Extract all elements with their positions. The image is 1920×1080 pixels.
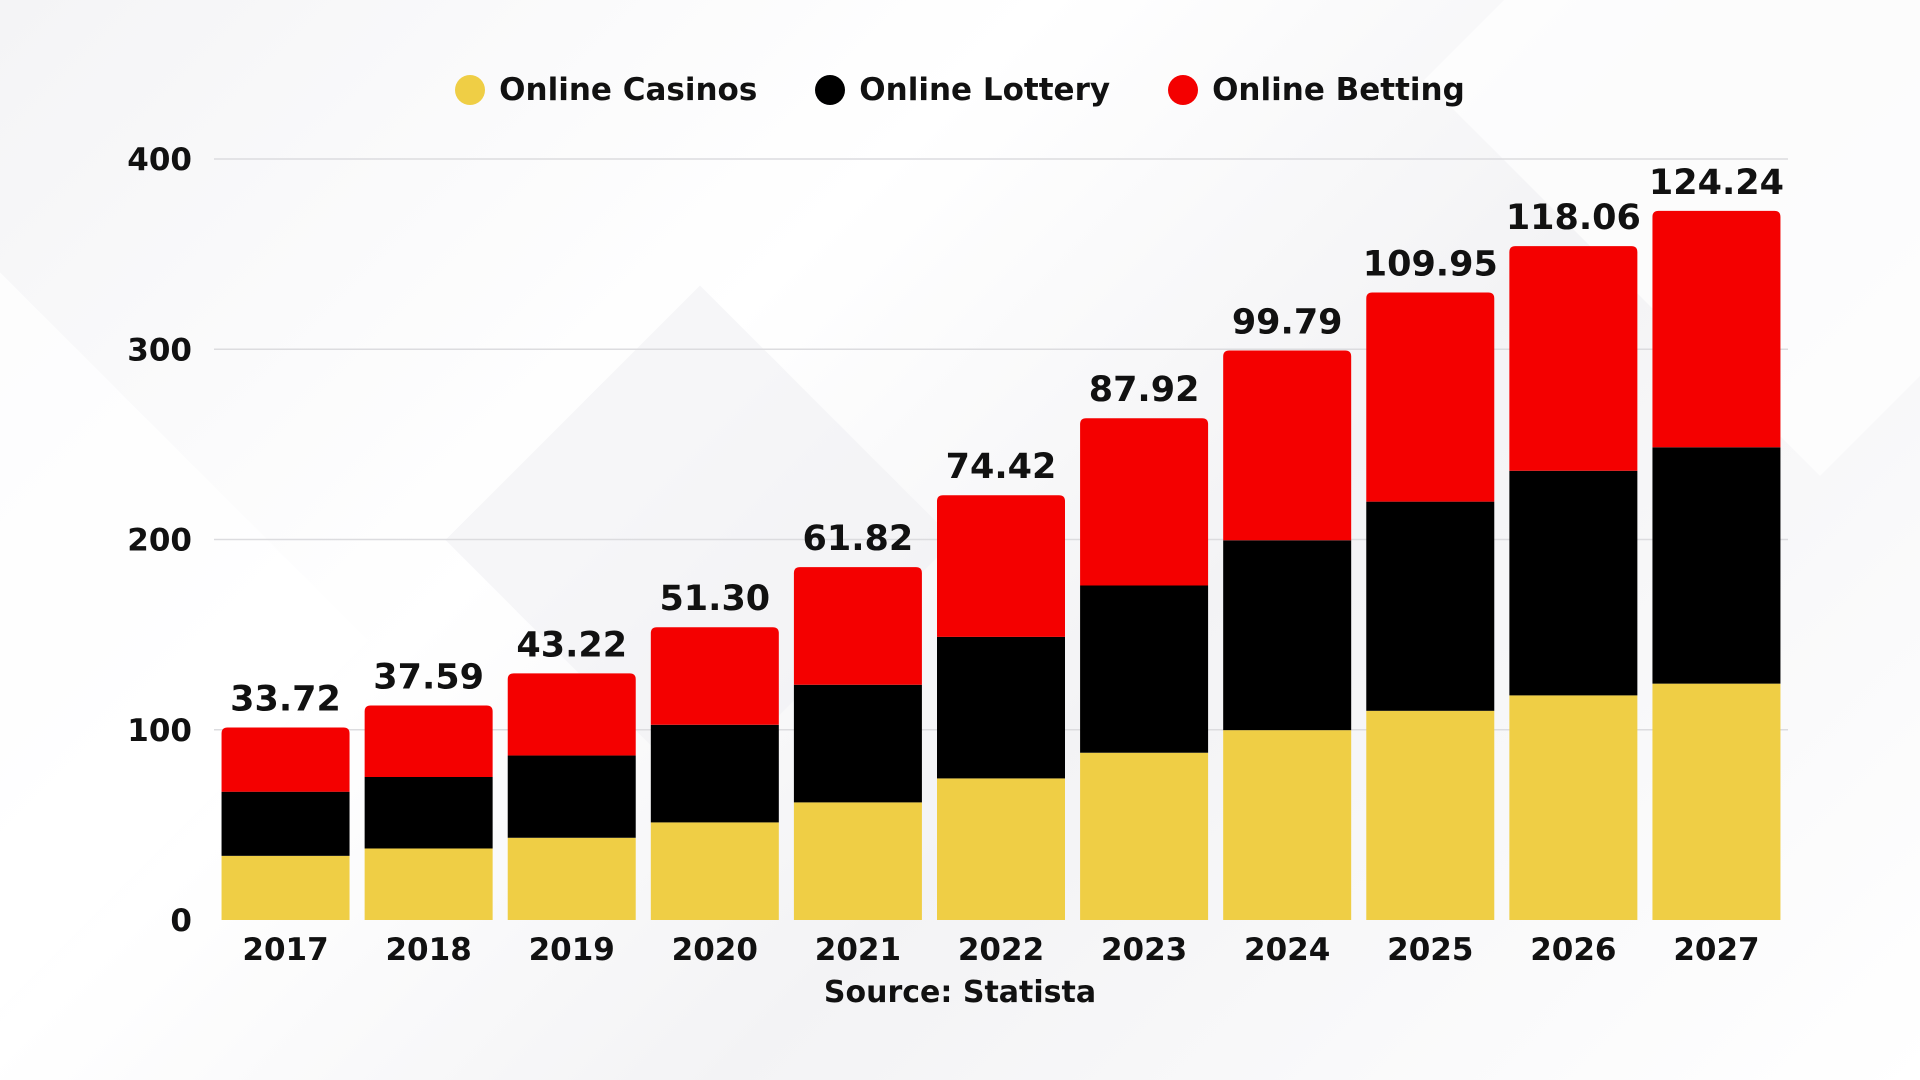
bar-segment-online-casinos: [507, 837, 636, 920]
bar-segment-online-lottery: [650, 724, 779, 823]
legend-item-online-betting: Online Betting: [1168, 72, 1465, 108]
bar-segment-online-betting: [937, 495, 1065, 637]
bar-segment-online-casinos: [937, 778, 1065, 920]
x-tick-label: 2025: [1387, 932, 1473, 968]
bar-segment-online-betting: [1652, 210, 1781, 448]
bar-segment-online-casinos: [1223, 730, 1352, 920]
data-label: 109.95: [1363, 244, 1498, 284]
legend-label: Online Betting: [1212, 72, 1465, 108]
bar-segment-online-lottery: [937, 636, 1065, 779]
data-label: 118.06: [1506, 198, 1641, 238]
y-axis-ticks: 0 100 200 300 400: [127, 142, 192, 939]
data-label: 124.24: [1649, 163, 1784, 203]
data-label: 51.30: [659, 579, 770, 619]
data-label: 74.42: [946, 447, 1057, 487]
data-label: 87.92: [1089, 370, 1200, 410]
legend: Online Casinos Online Lottery Online Bet…: [0, 72, 1920, 108]
bar-segment-online-betting: [1366, 292, 1495, 502]
bar-segment-online-betting: [650, 627, 779, 725]
x-tick-label: 2019: [529, 932, 615, 968]
bar-segment-online-casinos: [1652, 683, 1781, 920]
bar-segment-online-casinos: [1080, 752, 1209, 920]
x-tick-label: 2022: [958, 932, 1044, 968]
y-tick-label: 200: [127, 523, 192, 559]
x-tick-label: 2027: [1673, 932, 1759, 968]
y-tick-label: 300: [127, 332, 192, 368]
bar-segment-online-betting: [507, 673, 636, 756]
y-tick-label: 400: [127, 142, 192, 178]
bar-segment-online-betting: [793, 567, 922, 685]
x-tick-label: 2021: [815, 932, 901, 968]
x-tick-label: 2026: [1530, 932, 1616, 968]
data-label: 37.59: [373, 657, 484, 697]
legend-item-online-lottery: Online Lottery: [815, 72, 1110, 108]
legend-swatch-betting: [1168, 75, 1199, 105]
bar-segment-online-lottery: [507, 755, 636, 838]
legend-label: Online Casinos: [499, 72, 758, 108]
bar-segment-online-lottery: [1366, 501, 1495, 711]
bar-segment-online-lottery: [1652, 447, 1781, 684]
bar-segment-online-casinos: [1509, 695, 1638, 920]
source-note: Source: Statista: [823, 975, 1097, 1010]
x-tick-label: 2020: [672, 932, 758, 968]
bar-segment-online-lottery: [1080, 585, 1209, 753]
y-tick-label: 100: [127, 713, 192, 749]
bar-segment-online-lottery: [1509, 470, 1638, 696]
data-label: 99.79: [1232, 302, 1343, 342]
x-tick-label: 2024: [1244, 932, 1330, 968]
bar-segment-online-betting: [1509, 246, 1638, 471]
legend-item-online-casinos: Online Casinos: [455, 72, 757, 108]
bar-segment-online-lottery: [364, 776, 493, 849]
bar-segment-online-casinos: [221, 855, 350, 920]
bar-segment-online-casinos: [650, 822, 779, 920]
bar-segment-online-lottery: [793, 684, 922, 803]
bar-segment-online-betting: [364, 705, 493, 777]
bar-segment-online-betting: [1223, 350, 1352, 541]
bar-segment-online-lottery: [221, 791, 350, 856]
x-tick-label: 2023: [1101, 932, 1187, 968]
bar-segment-online-casinos: [364, 848, 493, 920]
legend-swatch-lottery: [815, 75, 846, 105]
x-axis-ticks: 2017 2018 2019 2020 2021 2022 2023 2024 2025 2026…: [242, 932, 1759, 968]
y-tick-label: 0: [170, 903, 192, 939]
data-label: 33.72: [230, 680, 341, 720]
x-tick-label: 2017: [242, 932, 328, 968]
data-label: 43.22: [516, 625, 627, 665]
bars: [221, 210, 1781, 920]
legend-swatch-casinos: [455, 75, 486, 105]
bar-segment-online-casinos: [793, 802, 922, 920]
bar-segment-online-betting: [221, 727, 350, 792]
bar-segment-online-casinos: [1366, 710, 1495, 920]
x-tick-label: 2018: [385, 932, 471, 968]
data-label: 61.82: [803, 519, 914, 559]
total-labels: 33.72 37.59 43.22 51.30 61.82 74.42 87.92 99.79…: [230, 163, 1784, 720]
bar-segment-online-betting: [1080, 418, 1209, 586]
legend-label: Online Lottery: [859, 72, 1111, 108]
bar-segment-online-lottery: [1223, 540, 1352, 731]
